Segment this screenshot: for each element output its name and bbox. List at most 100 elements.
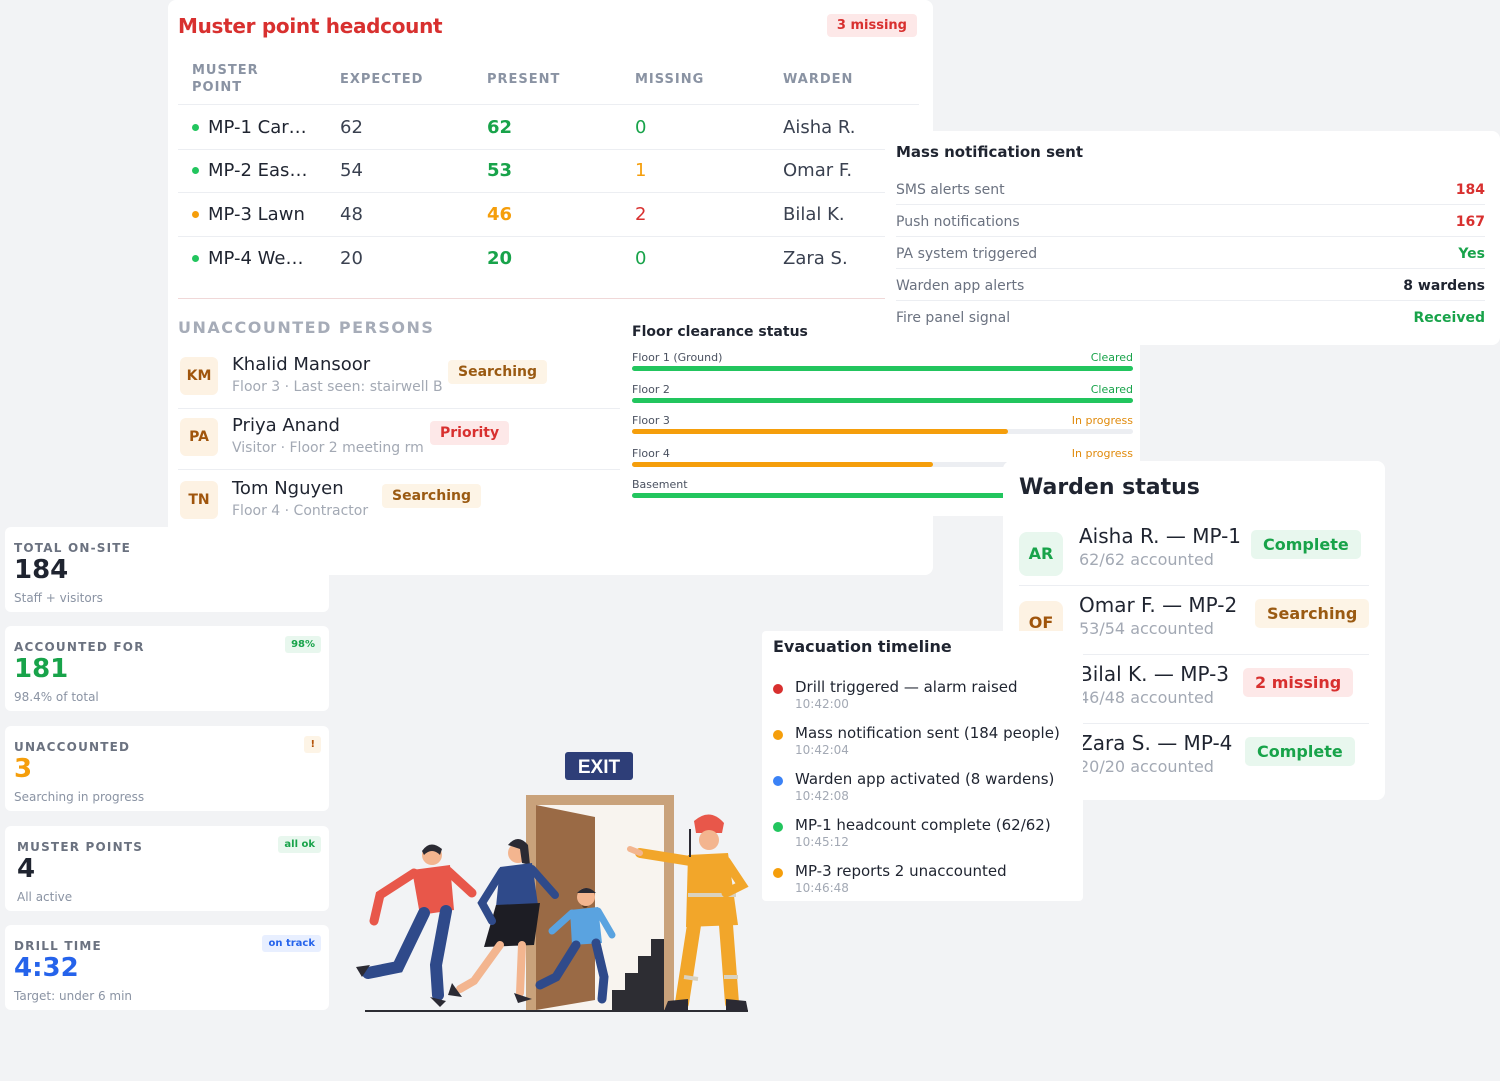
warden-name: Bilal K. <box>783 204 845 225</box>
notification-value: Yes <box>1458 246 1485 262</box>
stat-label: MUSTER POINTS <box>17 840 144 854</box>
table-row[interactable]: MP-1 Car … 62 62 0 Aisha R. <box>178 106 919 150</box>
timeline-dot <box>773 822 783 832</box>
stat-value: 4:32 <box>14 953 79 983</box>
progress-fill <box>632 493 1133 498</box>
progress-track <box>632 429 1133 434</box>
progress-fill <box>632 398 1133 403</box>
floor-row: Floor 1 (Ground) Cleared <box>632 351 1133 383</box>
floor-status: Cleared <box>1090 383 1133 396</box>
floor-row: Floor 3 In progress <box>632 414 1133 446</box>
timeline-item: Mass notification sent (184 people) 10:4… <box>773 722 1073 766</box>
stat-value: 181 <box>14 654 69 684</box>
stat-value: 184 <box>14 555 69 585</box>
list-item[interactable]: TN Tom Nguyen Floor 4 · Contractor Searc… <box>178 472 628 532</box>
exit-sign-text: EXIT <box>578 757 621 778</box>
person-name: Khalid Mansoor <box>232 354 371 375</box>
missing-count: 0 <box>635 117 647 138</box>
list-item[interactable]: KM Khalid Mansoor Floor 3 · Last seen: s… <box>178 348 628 409</box>
status-badge: Searching <box>1255 599 1370 628</box>
status-dot <box>192 255 199 262</box>
timeline-label: MP-1 headcount complete (62/62) <box>795 816 1051 834</box>
notification-label: SMS alerts sent <box>896 182 1005 198</box>
stat-subtext: Staff + visitors <box>14 591 103 605</box>
progress-fill <box>632 429 1008 434</box>
expected-count: 48 <box>340 204 363 225</box>
timeline-label: MP-3 reports 2 unaccounted <box>795 862 1007 880</box>
warden-row[interactable]: AR Aisha R. — MP-1 62/62 accounted Compl… <box>1019 516 1369 586</box>
notification-row: PA system triggered Yes <box>896 237 1485 269</box>
stat-value: 3 <box>14 754 33 784</box>
person-detail: Floor 4 · Contractor <box>232 503 369 519</box>
warden-row[interactable]: OF Omar F. — MP-2 53/54 accounted Search… <box>1019 585 1370 655</box>
avatar: KM <box>180 357 218 395</box>
missing-count: 0 <box>635 248 647 269</box>
table-row[interactable]: MP-2 East… 54 53 1 Omar F. <box>178 149 919 193</box>
muster-headcount-card: Muster point headcount 3 missing MUSTER P… <box>168 0 933 575</box>
notification-row: Fire panel signal Received <box>896 301 1485 332</box>
notification-label: PA system triggered <box>896 246 1038 262</box>
expected-count: 62 <box>340 117 363 138</box>
status-dot <box>192 211 199 218</box>
avatar: AR <box>1019 532 1063 576</box>
firefighter-figure <box>627 814 749 1011</box>
col-header-muster-point: MUSTER POINT <box>192 63 259 95</box>
avatar: TN <box>180 481 218 519</box>
running-child-figure <box>535 888 616 1004</box>
warden-name: Aisha R. <box>783 117 856 138</box>
status-dot <box>192 167 199 174</box>
progress-fill <box>632 366 1133 371</box>
warden-status-card: Warden status AR Aisha R. — MP-1 62/62 a… <box>1003 461 1385 800</box>
status-badge: Priority <box>430 421 510 445</box>
person-name: Tom Nguyen <box>232 478 344 499</box>
floor-status: Cleared <box>1090 351 1133 364</box>
notification-value: 167 <box>1455 214 1485 230</box>
col-header-warden: WARDEN <box>783 72 854 87</box>
warden-accounted: 53/54 accounted <box>1079 619 1214 638</box>
progress-fill <box>632 462 933 467</box>
warden-row[interactable]: ZS Zara S. — MP-4 20/20 accounted Comple… <box>1019 723 1369 792</box>
status-badge: 2 missing <box>1243 668 1354 697</box>
floor-label: Floor 1 (Ground) <box>632 351 723 364</box>
progress-track <box>632 398 1133 403</box>
running-woman-figure <box>448 839 559 1003</box>
stat-subtext: 98.4% of total <box>14 690 99 704</box>
status-badge: Searching <box>382 484 481 508</box>
present-count: 46 <box>487 204 513 225</box>
missing-count: 2 <box>635 204 647 225</box>
stat-card-accounted-for: ACCOUNTED FOR 181 98.4% of total 98% <box>5 626 329 711</box>
evacuation-illustration-art: EXIT <box>356 752 749 1012</box>
timeline-time: 10:46:48 <box>795 881 849 895</box>
list-item[interactable]: PA Priya Anand Visitor · Floor 2 meeting… <box>178 409 628 470</box>
timeline-time: 10:42:00 <box>795 697 849 711</box>
notification-value: Received <box>1413 310 1485 326</box>
timeline-item: Drill triggered — alarm raised 10:42:00 <box>773 676 1073 720</box>
timeline-time: 10:42:04 <box>795 743 849 757</box>
table-row[interactable]: MP-3 Lawn 48 46 2 Bilal K. <box>178 193 919 237</box>
muster-point-name: MP-2 East… <box>208 160 308 181</box>
status-badge: Searching <box>448 360 547 384</box>
timeline-dot <box>773 684 783 694</box>
warden-accounted: 46/48 accounted <box>1079 688 1214 707</box>
floor-row: Basement <box>632 478 1133 510</box>
stat-badge: on track <box>262 935 321 952</box>
door <box>536 805 595 1010</box>
present-count: 53 <box>487 160 513 181</box>
floor-label: Floor 4 <box>632 447 670 460</box>
warden-name: Omar F. <box>783 160 853 181</box>
stat-label: DRILL TIME <box>14 939 102 953</box>
evacuation-illustration: EXIT <box>350 745 760 1020</box>
timeline-title: Evacuation timeline <box>773 637 952 656</box>
muster-title: Muster point headcount <box>178 14 443 38</box>
running-man-figure <box>356 844 477 1007</box>
timeline-time: 10:45:12 <box>795 835 849 849</box>
table-row[interactable]: MP-4 Wes… 20 20 0 Zara S. <box>178 237 919 280</box>
floor-status: In progress <box>1071 447 1133 460</box>
warden-accounted: 20/20 accounted <box>1079 757 1214 776</box>
person-name: Priya Anand <box>232 415 340 436</box>
stat-badge: ! <box>304 736 321 753</box>
evacuation-timeline-card: Evacuation timeline Drill triggered — al… <box>762 631 1083 901</box>
notification-value: 8 wardens <box>1403 278 1485 294</box>
warden-accounted: 62/62 accounted <box>1079 550 1214 569</box>
status-dot <box>192 124 199 131</box>
